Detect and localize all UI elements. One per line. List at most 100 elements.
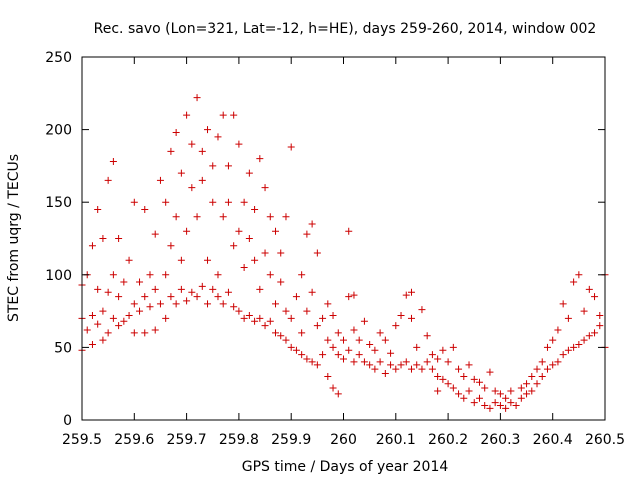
- data-point: [146, 271, 154, 279]
- data-point: [455, 365, 463, 373]
- data-point: [418, 306, 426, 314]
- data-point: [167, 147, 175, 155]
- data-point: [517, 394, 525, 402]
- data-point: [428, 351, 436, 359]
- data-point: [434, 372, 442, 380]
- data-point: [475, 394, 483, 402]
- data-point: [235, 140, 243, 148]
- data-point: [397, 311, 405, 319]
- data-point: [434, 355, 442, 363]
- data-point: [496, 401, 504, 409]
- data-point: [313, 322, 321, 330]
- data-point: [502, 394, 510, 402]
- data-point: [387, 361, 395, 369]
- data-point: [470, 375, 478, 383]
- x-tick-label: 260.4: [533, 432, 573, 448]
- data-point: [397, 361, 405, 369]
- data-point: [136, 278, 144, 286]
- x-tick-label: 260.2: [428, 432, 468, 448]
- data-point: [162, 314, 170, 322]
- data-point: [99, 235, 107, 242]
- data-point: [575, 271, 583, 279]
- data-point: [402, 291, 410, 299]
- data-point: [130, 198, 138, 206]
- data-point: [491, 399, 499, 407]
- data-point: [130, 300, 138, 308]
- data-point: [444, 380, 452, 388]
- data-point: [345, 346, 353, 354]
- data-points: [78, 94, 609, 412]
- data-point: [313, 249, 321, 257]
- data-point: [449, 343, 457, 351]
- data-point: [125, 256, 133, 264]
- data-point: [360, 317, 368, 325]
- data-point: [172, 213, 180, 221]
- x-tick-label: 259.6: [114, 432, 154, 448]
- data-point: [193, 293, 201, 301]
- data-point: [94, 320, 102, 328]
- data-point: [209, 162, 217, 170]
- data-point: [559, 351, 567, 359]
- data-point: [183, 227, 191, 235]
- data-point: [381, 336, 389, 344]
- data-point: [360, 358, 368, 366]
- data-point: [198, 147, 206, 155]
- data-point: [313, 361, 321, 369]
- data-point: [329, 384, 337, 392]
- data-point: [219, 111, 227, 119]
- data-point: [94, 205, 102, 213]
- data-point: [204, 256, 212, 264]
- y-tick-label: 50: [54, 340, 72, 356]
- data-point: [350, 326, 358, 334]
- data-point: [591, 329, 599, 337]
- data-point: [392, 322, 400, 330]
- data-point: [345, 293, 353, 301]
- data-point: [141, 293, 149, 301]
- data-point: [533, 365, 541, 373]
- data-point: [219, 300, 227, 308]
- data-point: [324, 372, 332, 380]
- data-point: [486, 368, 494, 376]
- data-point: [402, 358, 410, 366]
- data-point: [538, 358, 546, 366]
- data-point: [272, 329, 280, 337]
- data-point: [287, 143, 295, 151]
- data-point: [125, 311, 133, 319]
- data-point: [355, 336, 363, 344]
- data-point: [507, 399, 515, 407]
- data-point: [465, 387, 473, 395]
- data-point: [596, 311, 604, 319]
- data-point: [428, 365, 436, 373]
- data-point: [554, 326, 562, 334]
- data-point: [585, 285, 593, 293]
- x-tick-label: 260: [330, 432, 357, 448]
- data-point: [193, 94, 201, 102]
- y-tick-label: 200: [45, 123, 72, 139]
- x-tick-label: 259.5: [62, 432, 102, 448]
- data-point: [496, 390, 504, 398]
- data-point: [319, 314, 327, 322]
- data-point: [292, 293, 300, 301]
- data-point: [214, 133, 222, 141]
- data-point: [371, 346, 379, 354]
- data-point: [172, 129, 180, 137]
- data-point: [251, 205, 259, 213]
- axis-ticks: 259.5 259.6 259.7 259.8 259.9 260 260.1 260.2 26…: [45, 50, 625, 448]
- data-point: [120, 317, 128, 325]
- data-point: [413, 343, 421, 351]
- data-point: [130, 329, 138, 337]
- data-point: [455, 390, 463, 398]
- data-point: [151, 230, 159, 238]
- data-point: [345, 227, 353, 235]
- data-point: [392, 365, 400, 373]
- data-point: [413, 361, 421, 369]
- y-axis-label: STEC from uqrg / TECUs: [6, 154, 22, 322]
- data-point: [491, 387, 499, 395]
- data-point: [381, 370, 389, 378]
- data-point: [88, 340, 96, 348]
- data-point: [350, 358, 358, 366]
- data-point: [156, 176, 164, 184]
- data-point: [303, 307, 311, 315]
- data-point: [214, 271, 222, 279]
- data-point: [387, 349, 395, 357]
